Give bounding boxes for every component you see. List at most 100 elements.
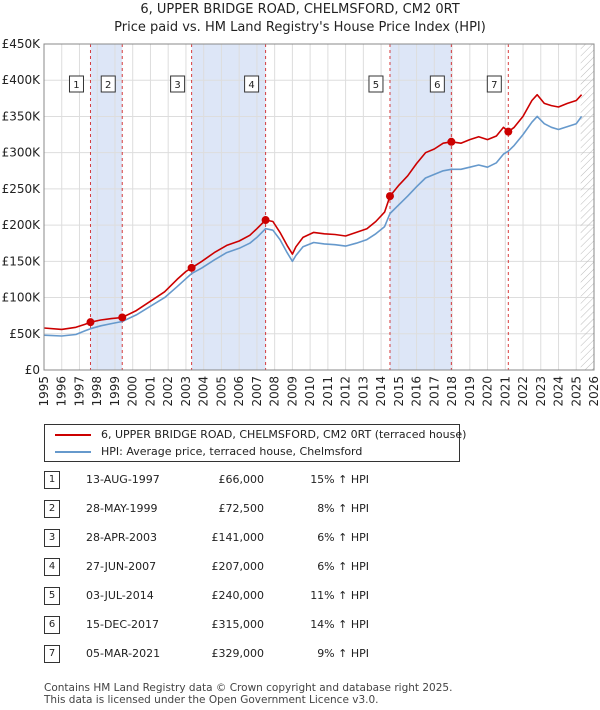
sale-number: 1	[44, 471, 60, 489]
x-tick-label: 2022	[516, 376, 530, 407]
sale-date: 27-JUN-2007	[86, 560, 157, 573]
x-tick-label: 2016	[410, 376, 424, 407]
sale-hpi-change: 9% ↑ HPI	[317, 647, 369, 660]
sale-point-2	[118, 313, 127, 322]
y-tick-label: £100K	[2, 291, 42, 305]
x-tick-label: 2014	[374, 376, 388, 407]
chart-subtitle: Price paid vs. HM Land Registry's House …	[114, 20, 486, 35]
sale-point-6	[447, 137, 456, 146]
sale-point-7	[504, 127, 513, 136]
sale-box-label: 2	[105, 80, 111, 91]
sale-price: £315,000	[211, 618, 265, 631]
y-tick-label: £450K	[2, 37, 42, 51]
shaded-band-1	[90, 44, 123, 370]
y-tick-label: £200K	[2, 218, 42, 232]
y-tick-label: £350K	[2, 109, 42, 123]
y-tick-label: £0	[25, 363, 40, 377]
sale-box-7	[486, 75, 502, 93]
x-tick-label: 2001	[143, 376, 157, 407]
x-tick-label: 2007	[250, 376, 264, 407]
sale-box-label: 7	[491, 80, 497, 91]
x-tick-label: 2002	[161, 376, 175, 407]
future-hatch	[580, 44, 594, 370]
sale-point-3	[187, 263, 196, 272]
x-tick-label: 1995	[37, 376, 51, 407]
chart-legend: 6, UPPER BRIDGE ROAD, CHELMSFORD, CM2 0R…	[44, 424, 466, 462]
sale-point-4	[261, 216, 270, 225]
sale-hpi-change: 6% ↑ HPI	[317, 531, 369, 544]
sale-hpi-change: 11% ↑ HPI	[310, 589, 369, 602]
sale-price: £240,000	[211, 589, 265, 602]
sale-box-label: 6	[434, 80, 440, 91]
x-tick-label: 2006	[232, 376, 246, 407]
series-line-hpi	[43, 115, 583, 337]
x-tick-label: 2010	[303, 376, 317, 407]
shaded-band-2	[191, 44, 266, 370]
sale-hpi-change: 8% ↑ HPI	[317, 502, 369, 515]
x-tick-label: 2021	[498, 376, 512, 407]
sale-price: £72,500	[218, 502, 265, 515]
sale-date: 28-APR-2003	[86, 531, 158, 544]
x-tick-label: 2019	[463, 376, 477, 407]
y-tick-label: £150K	[2, 254, 42, 268]
sale-price: £66,000	[218, 473, 265, 486]
x-tick-label: 2008	[268, 376, 282, 407]
sale-number: 6	[44, 616, 60, 634]
sale-hpi-change: 6% ↑ HPI	[317, 560, 369, 573]
sale-date: 03-JUL-2014	[86, 589, 154, 602]
y-tick-label: £300K	[2, 146, 42, 160]
x-tick-label: 2011	[321, 376, 335, 407]
plot-frame	[43, 43, 595, 371]
sale-date: 28-MAY-1999	[86, 502, 158, 515]
y-tick-label: £250K	[2, 182, 42, 196]
x-tick-label: 2015	[392, 376, 406, 407]
series-line-property	[43, 93, 583, 331]
x-tick-label: 2023	[534, 376, 548, 407]
x-tick-label: 2017	[427, 376, 441, 407]
sale-number: 2	[44, 500, 60, 518]
sale-box-label: 4	[248, 80, 254, 91]
sale-point-5	[385, 192, 394, 201]
sale-box-3	[170, 75, 186, 93]
y-tick-label: £400K	[2, 73, 42, 87]
sale-hpi-change: 14% ↑ HPI	[310, 618, 369, 631]
sale-price: £329,000	[211, 647, 265, 660]
price-chart: 1 2 3 4 5 6 7 £0 £50K £100K £150K £200K £250K £300K £…	[2, 37, 600, 407]
sale-box-label: 3	[174, 80, 180, 91]
sale-price: £207,000	[211, 560, 265, 573]
sale-box-6	[429, 75, 445, 93]
x-tick-label: 2005	[214, 376, 228, 407]
sale-box-1	[68, 75, 84, 93]
footer-copyright: Contains HM Land Registry data © Crown c…	[44, 682, 453, 694]
shaded-band-3	[389, 44, 452, 370]
sale-number: 4	[44, 558, 60, 576]
x-tick-label: 2026	[587, 376, 600, 407]
x-tick-label: 1996	[55, 376, 69, 407]
chart-title: 6, UPPER BRIDGE ROAD, CHELMSFORD, CM2 0R…	[140, 2, 460, 17]
y-tick-label: £50K	[9, 327, 41, 341]
x-tick-label: 2004	[197, 376, 211, 407]
x-tick-label: 2025	[569, 376, 583, 407]
sale-date: 15-DEC-2017	[86, 618, 160, 631]
x-tick-label: 2000	[126, 376, 140, 407]
sale-box-2	[100, 75, 116, 93]
sale-date: 13-AUG-1997	[86, 473, 160, 486]
footer-licence: This data is licensed under the Open Gov…	[44, 694, 379, 706]
sale-date: 05-MAR-2021	[86, 647, 161, 660]
legend-swatch-property	[55, 434, 91, 436]
x-tick-label: 1997	[72, 376, 86, 407]
x-tick-label: 2020	[481, 376, 495, 407]
legend-label-hpi: HPI: Average price, terraced house, Chel…	[101, 445, 363, 458]
sale-box-4	[244, 75, 260, 93]
x-tick-label: 2018	[445, 376, 459, 407]
sale-number: 3	[44, 529, 60, 547]
x-tick-label: 2003	[179, 376, 193, 407]
x-tick-label: 1998	[90, 376, 104, 407]
sale-number: 5	[44, 587, 60, 605]
footer: Contains HM Land Registry data © Crown c…	[44, 682, 452, 706]
sale-box-label: 5	[373, 80, 379, 91]
sale-box-5	[368, 75, 384, 93]
x-tick-label: 2009	[285, 376, 299, 407]
sale-box-label: 1	[73, 80, 79, 91]
x-tick-label: 1999	[108, 376, 122, 407]
